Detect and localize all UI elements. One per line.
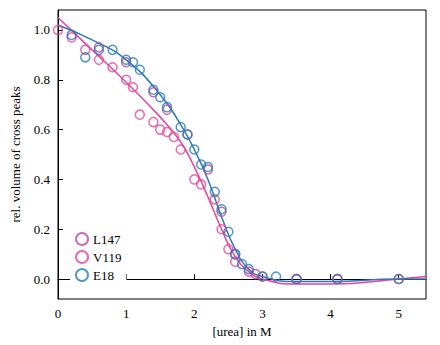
svg-text:0.4: 0.4 <box>34 172 51 187</box>
svg-text:E18: E18 <box>93 268 114 283</box>
svg-text:4: 4 <box>327 306 334 321</box>
svg-text:0: 0 <box>55 306 62 321</box>
svg-text:rel. volume of cross peaks: rel. volume of cross peaks <box>8 86 23 222</box>
svg-text:0.0: 0.0 <box>34 272 50 287</box>
svg-text:0.8: 0.8 <box>34 72 50 87</box>
svg-text:V119: V119 <box>93 250 121 265</box>
svg-text:2: 2 <box>191 306 198 321</box>
svg-text:1: 1 <box>123 306 130 321</box>
svg-text:0.6: 0.6 <box>34 122 51 137</box>
svg-text:0.2: 0.2 <box>34 222 50 237</box>
svg-text:[urea] in M: [urea] in M <box>212 324 272 339</box>
svg-text:L147: L147 <box>93 232 121 247</box>
svg-text:5: 5 <box>395 306 402 321</box>
svg-text:3: 3 <box>259 306 266 321</box>
svg-text:1.0: 1.0 <box>34 22 50 37</box>
